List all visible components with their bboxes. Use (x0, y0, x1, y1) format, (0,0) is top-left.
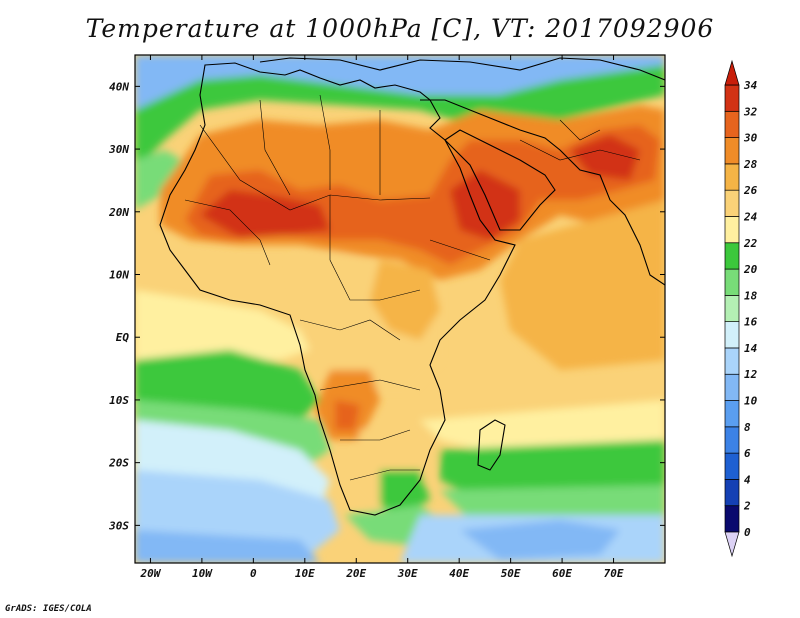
colorbar-box (724, 373, 740, 401)
latitude-ticks: 40N 30N 20N 10N EQ 10S 20S 30S (108, 80, 665, 532)
colorbar-box (724, 216, 740, 244)
colorbar-label: 16 (744, 316, 758, 329)
chart-title: Temperature at 1000hPa [C], VT: 20170929… (85, 14, 715, 43)
lat-tick-label: 10N (109, 269, 129, 282)
lon-tick-label: 20E (345, 567, 366, 580)
lat-tick-label: 30S (108, 519, 129, 532)
lon-tick-label: 10E (295, 567, 315, 580)
colorbar-box (724, 84, 740, 112)
colorbar-label: 0 (744, 526, 751, 539)
lon-tick-label: 10W (192, 567, 213, 580)
colorbar-box (724, 452, 740, 480)
lat-tick-label: 10S (109, 394, 129, 407)
lon-tick-label: 20W (139, 567, 161, 580)
colorbar-label: 14 (744, 342, 758, 355)
colorbar-label: 30 (743, 132, 758, 145)
colorbar-label: 10 (744, 395, 758, 408)
colorbar-box (724, 400, 740, 428)
colorbar-box (724, 295, 740, 322)
colorbar-label: 20 (743, 263, 758, 276)
colorbar-label: 28 (743, 158, 758, 171)
colorbar-box (724, 479, 740, 507)
colorbar-label: 8 (744, 421, 751, 434)
lon-tick-label: 50E (501, 567, 521, 580)
colorbar-label: 22 (743, 237, 758, 250)
colorbar-upper-triangle (724, 59, 740, 86)
map-frame (134, 54, 666, 564)
colorbar-box (724, 110, 740, 138)
colorbar-lower-triangle (724, 531, 740, 558)
colorbar-label: 24 (743, 210, 758, 223)
colorbar-box (724, 242, 740, 270)
colorbar-label: 26 (743, 184, 758, 197)
colorbar-label: 12 (744, 368, 758, 381)
colorbar-box (724, 347, 740, 375)
colorbar-label: 18 (744, 289, 758, 302)
colorbar-label: 34 (743, 79, 758, 92)
colorbar-box (724, 426, 740, 454)
colorbar-box (724, 321, 740, 349)
lon-tick-label: 70E (604, 567, 624, 580)
temperature-field (135, 55, 665, 563)
lat-tick-label: EQ (116, 331, 130, 344)
colorbar-box (724, 505, 740, 533)
colorbar-label: 6 (744, 447, 751, 460)
lat-tick-label: 40N (109, 80, 129, 93)
colorbar-label: 32 (743, 105, 758, 118)
lon-tick-label: 60E (552, 567, 572, 580)
colorbar-label: 4 (744, 473, 751, 486)
lat-tick-label: 30N (108, 143, 129, 156)
credit-text: GrADS: IGES/COLA (5, 604, 92, 614)
colorbar-box (724, 163, 740, 191)
map-plot-area (135, 55, 665, 563)
lat-tick-label: 20S (108, 457, 129, 470)
colorbar-box (724, 268, 740, 296)
colorbar-box (724, 137, 740, 165)
colorbar-box (724, 189, 740, 217)
longitude-ticks: 20W 10W 0 10E 20E 30E 40E 50E 60E 70E (139, 55, 624, 580)
lon-tick-label: 40E (449, 567, 469, 580)
country-borders (184, 94, 641, 481)
coastlines (159, 57, 665, 516)
lon-tick-label: 30E (397, 567, 418, 580)
colorbar-label: 2 (743, 500, 751, 513)
lon-tick-label: 0 (250, 567, 257, 580)
lat-tick-label: 20N (108, 206, 129, 219)
